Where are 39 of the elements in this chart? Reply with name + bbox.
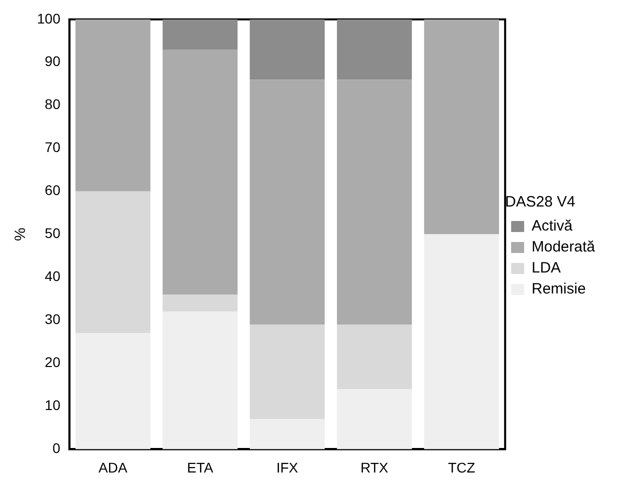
y-tick-label: 90 <box>44 53 61 70</box>
y-tick-label: 60 <box>44 182 61 198</box>
legend-label: Activă <box>532 218 574 235</box>
legend-label: LDA <box>532 260 561 277</box>
bar <box>162 312 238 450</box>
bar <box>336 80 412 325</box>
bar <box>162 49 238 294</box>
y-tick-label: 50 <box>44 225 61 242</box>
bar <box>424 234 500 450</box>
x-tick-label: ADA <box>98 459 128 476</box>
y-tick-label: 0 <box>52 440 61 456</box>
bar <box>75 333 150 450</box>
bar <box>162 19 238 50</box>
x-tick-label: IFX <box>276 459 299 476</box>
y-tick-label: 100 <box>37 10 61 26</box>
bar <box>75 191 150 334</box>
y-tick-label: 10 <box>44 397 61 414</box>
y-tick-label: 40 <box>44 268 61 284</box>
y-tick-label: 30 <box>44 311 61 328</box>
bar <box>250 324 325 420</box>
y-tick-label: 70 <box>44 139 61 156</box>
bar <box>250 80 325 325</box>
y-axis-title: % <box>12 228 30 241</box>
bar <box>336 324 412 390</box>
x-tick-label: ETA <box>186 459 214 476</box>
y-tick-label: 20 <box>44 354 61 370</box>
bar <box>250 19 325 80</box>
legend-title: DAS28 V4 <box>505 194 576 211</box>
bar <box>424 19 500 234</box>
legend-label: Remisie <box>532 280 586 298</box>
y-tick-label: 80 <box>44 96 61 112</box>
x-tick-label: TCZ <box>448 459 476 476</box>
bar <box>336 389 412 450</box>
x-tick-label: RTX <box>360 459 389 476</box>
bar <box>250 419 325 450</box>
bar <box>162 294 238 312</box>
bar <box>75 19 150 192</box>
legend-label: Moderată <box>532 238 596 256</box>
bar <box>336 19 412 80</box>
